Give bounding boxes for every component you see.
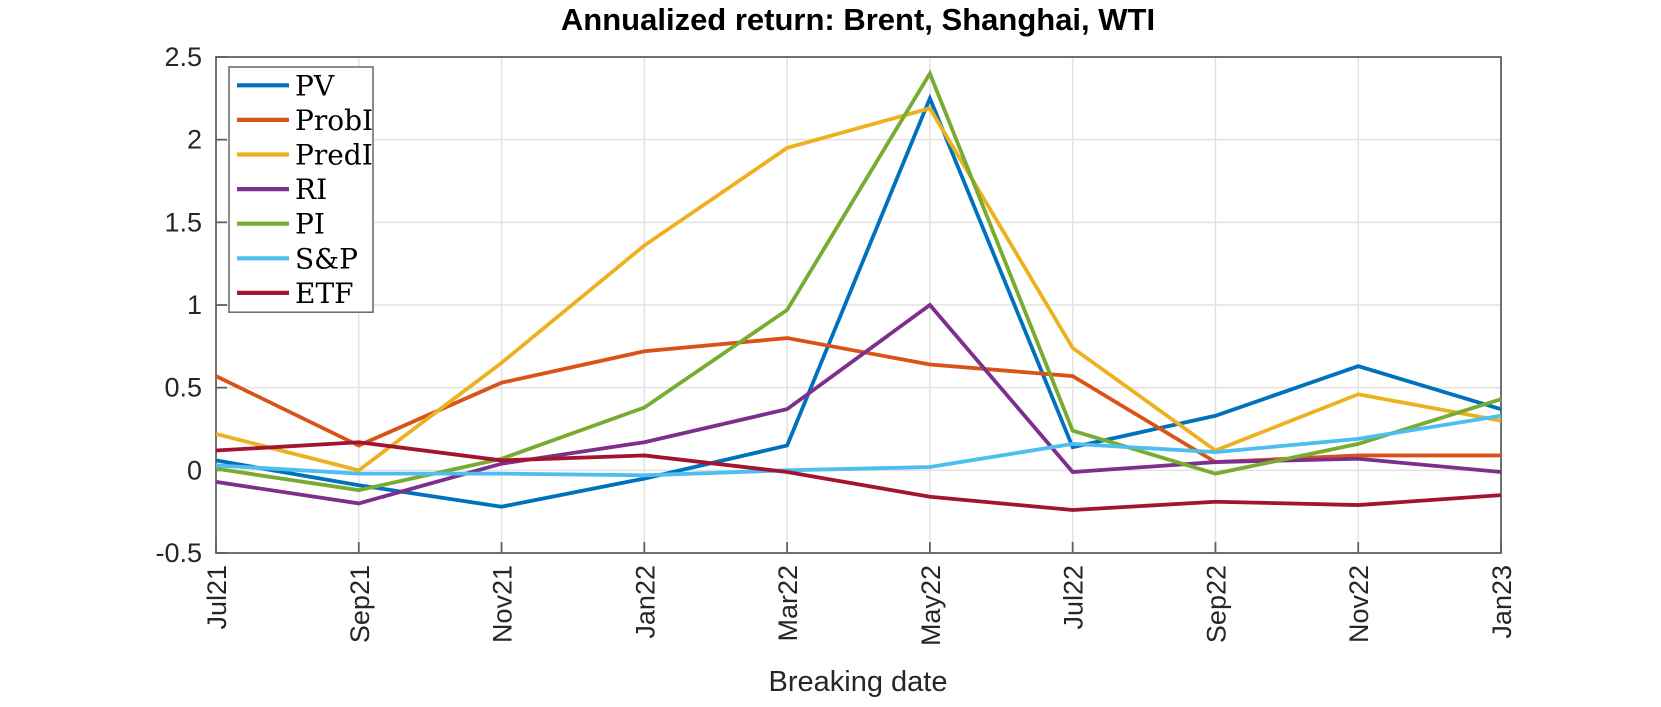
series-line-PredI (215, 106, 1502, 473)
x-tick-label: Jul21 (202, 565, 232, 630)
x-tick-label: May22 (916, 565, 946, 646)
series-line-ETF (215, 440, 1502, 512)
x-tick-labels: Jul21 Sep21 Nov21 Jan22 Mar22 May22 Jul22 Sep22… (202, 565, 1517, 646)
y-tick-label: 0.5 (164, 373, 202, 403)
x-tick-label: Sep21 (345, 565, 375, 643)
series-line-PV (215, 93, 1502, 509)
plot-border (215, 56, 1502, 554)
x-tick-label: Mar22 (773, 565, 803, 642)
series-line-PI (215, 69, 1502, 493)
legend-label-SP: S&P (295, 242, 358, 275)
y-tick-label: 0 (187, 455, 202, 485)
legend-label-PV: PV (295, 69, 335, 102)
x-tick-label: Nov22 (1344, 565, 1374, 643)
legend-label-PredI: PredI (295, 139, 373, 172)
chart-title: Annualized return: Brent, Shanghai, WTI (561, 2, 1155, 37)
legend-label-ETF: ETF (295, 277, 354, 310)
x-tick-label: Jan23 (1487, 565, 1517, 639)
series-line-SP (215, 413, 1502, 478)
legend-label-PI: PI (295, 208, 325, 241)
y-tick-label: -0.5 (155, 538, 202, 568)
y-tick-label: 1.5 (164, 207, 202, 237)
y-tick-label: 1 (187, 290, 202, 320)
x-tick-label: Sep22 (1201, 565, 1231, 643)
y-tick-label: 2.5 (164, 42, 202, 72)
y-tick-labels: -0.5 0 0.5 1 1.5 2 2.5 (155, 42, 202, 568)
y-tick-label: 2 (187, 125, 202, 155)
x-tick-label: Jan22 (630, 565, 660, 639)
series-lines (215, 69, 1502, 512)
x-axis-label: Breaking date (769, 666, 948, 698)
legend-label-ProbI: ProbI (295, 104, 373, 137)
x-tick-label: Jul22 (1059, 565, 1089, 630)
x-tick-label: Nov21 (488, 565, 518, 643)
legend-label-RI: RI (295, 173, 327, 206)
